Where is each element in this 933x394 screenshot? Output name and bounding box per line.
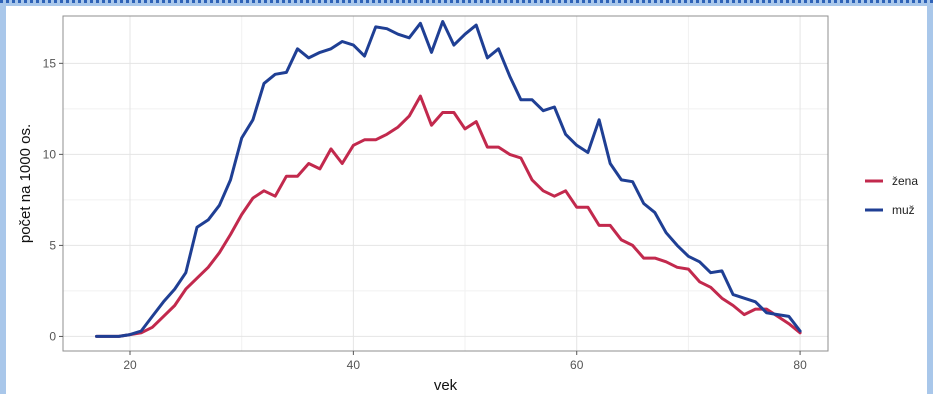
y-tick-label: 5	[49, 238, 56, 252]
series-line-muž	[95, 20, 802, 338]
y-tick-label: 0	[49, 329, 56, 343]
x-tick-label: 80	[793, 358, 807, 372]
line-chart: 20 40 60 80 0 5 10 15 vek počet na 1000 os. žen…	[17, 15, 918, 394]
legend: žena muž	[865, 174, 918, 217]
y-tick-label: 10	[43, 147, 57, 161]
chart-container: 20 40 60 80 0 5 10 15 vek počet na 1000 os. žen…	[6, 6, 927, 394]
x-tick-label: 40	[347, 358, 361, 372]
legend-label: žena	[892, 174, 918, 188]
axis-ticks: 20 40 60 80 0 5 10 15	[43, 56, 807, 372]
series-lines	[95, 20, 802, 338]
y-tick-label: 15	[43, 56, 57, 70]
grid	[63, 16, 828, 351]
x-axis-title: vek	[434, 377, 458, 394]
x-tick-label: 20	[123, 358, 137, 372]
x-tick-label: 60	[570, 358, 584, 372]
series-line-žena	[95, 94, 802, 338]
legend-label: muž	[892, 203, 915, 217]
plot-panel-border	[62, 15, 829, 352]
y-axis-title: počet na 1000 os.	[17, 124, 34, 243]
